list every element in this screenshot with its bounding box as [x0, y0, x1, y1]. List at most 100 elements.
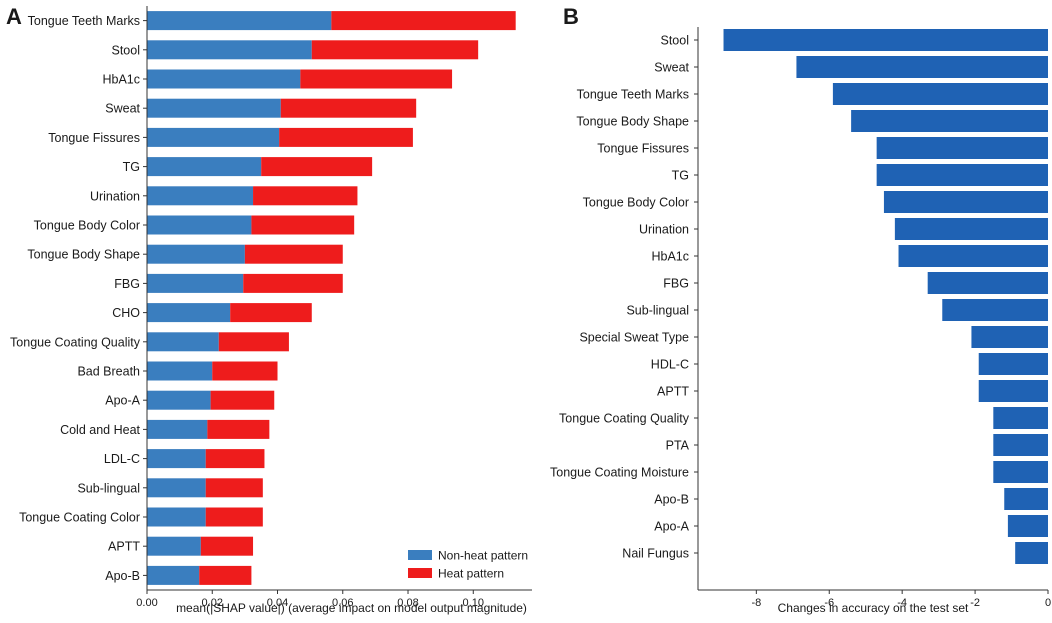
bar-heat [244, 244, 343, 264]
y-tick-label: Sub-lingual [626, 304, 689, 318]
legend-label: Heat pattern [438, 567, 504, 581]
panel-a-label: A [6, 4, 22, 29]
y-tick-label: HbA1c [651, 250, 689, 264]
y-tick-label: APTT [108, 540, 140, 554]
bar-accuracy-change [898, 245, 1048, 267]
x-tick-label: 0.00 [136, 597, 157, 609]
shap-importance-chart: Tongue Teeth Marks Stool HbA1c Sweat Tongue … [10, 6, 532, 615]
y-tick-label: TG [672, 169, 689, 183]
bar-non-heat [147, 273, 244, 293]
bar-non-heat [147, 127, 280, 147]
x-axis-label: mean(|SHAP value|) (average impact on mo… [176, 601, 527, 615]
y-tick-label: Stool [112, 43, 141, 57]
y-tick-label: Cold and Heat [60, 423, 140, 437]
y-tick-label: Tongue Coating Color [19, 511, 140, 525]
bar-non-heat [147, 332, 219, 352]
bar-non-heat [147, 507, 206, 527]
y-tick-label: Tongue Body Shape [576, 115, 689, 129]
x-tick-label: 0.06 [332, 597, 353, 609]
bar-heat [261, 157, 373, 177]
bar-accuracy-change [993, 407, 1048, 429]
bar-accuracy-change [1004, 488, 1048, 510]
bar-accuracy-change [942, 299, 1048, 321]
bar-heat [311, 40, 479, 60]
x-tick-label: -8 [751, 597, 761, 609]
bar-accuracy-change [796, 56, 1048, 78]
legend-label: Non-heat pattern [438, 549, 528, 563]
bar-heat [210, 390, 275, 410]
bar-heat [205, 507, 263, 527]
y-tick-label: Tongue Fissures [48, 131, 140, 145]
bar-accuracy-change [978, 353, 1048, 375]
bar-accuracy-change [993, 461, 1048, 483]
bar-heat [230, 303, 312, 323]
y-tick-label: LDL-C [104, 452, 140, 466]
bar-heat [200, 536, 254, 556]
x-tick-label: 0.02 [202, 597, 223, 609]
bar-accuracy-change [894, 218, 1048, 240]
bar-heat [207, 419, 270, 439]
bar-non-heat [147, 11, 332, 31]
y-tick-label: Tongue Coating Quality [10, 335, 141, 349]
bar-non-heat [147, 419, 208, 439]
bar-heat [253, 186, 358, 206]
bar-non-heat [147, 449, 206, 469]
bar-heat [205, 478, 263, 498]
legend-swatch-heat [408, 568, 432, 578]
y-tick-label: HDL-C [651, 358, 689, 372]
bar-accuracy-change [971, 326, 1048, 348]
y-tick-label: Nail Fungus [622, 547, 689, 561]
x-tick-label: 0.08 [397, 597, 418, 609]
y-tick-label: Tongue Body Color [583, 196, 689, 210]
y-tick-label: Special Sweat Type [579, 331, 689, 345]
bar-heat [251, 215, 355, 235]
y-tick-label: Sweat [654, 61, 689, 75]
bar-accuracy-change [978, 380, 1048, 402]
bar-non-heat [147, 186, 254, 206]
bar-heat [331, 11, 516, 31]
y-tick-label: Tongue Coating Quality [559, 412, 690, 426]
bar-non-heat [147, 361, 213, 381]
bar-accuracy-change [723, 29, 1048, 51]
y-tick-label: Stool [661, 34, 690, 48]
panel-b-label: B [563, 4, 579, 29]
y-tick-label: Urination [639, 223, 689, 237]
x-tick-label: -4 [897, 597, 907, 609]
x-axis-label: Changes in accuracy on the test set [778, 601, 969, 615]
y-tick-label: Apo-B [105, 569, 140, 583]
bar-non-heat [147, 478, 206, 498]
y-tick-label: CHO [112, 306, 140, 320]
y-tick-label: Bad Breath [77, 365, 140, 379]
bar-non-heat [147, 536, 201, 556]
y-tick-label: Urination [90, 189, 140, 203]
bar-heat [300, 69, 453, 89]
bar-non-heat [147, 69, 301, 89]
bar-accuracy-change [883, 191, 1048, 213]
bar-non-heat [147, 40, 312, 60]
bar-heat [212, 361, 278, 381]
y-tick-label: Tongue Body Shape [27, 248, 140, 262]
y-tick-label: Apo-A [654, 520, 689, 534]
x-tick-label: -6 [824, 597, 834, 609]
y-tick-label: PTA [666, 439, 690, 453]
y-tick-label: Tongue Teeth Marks [577, 88, 689, 102]
x-tick-label: 0 [1045, 597, 1051, 609]
bar-heat [218, 332, 289, 352]
bar-accuracy-change [851, 110, 1048, 132]
x-tick-label: -2 [970, 597, 980, 609]
y-tick-label: APTT [657, 385, 689, 399]
y-tick-label: Tongue Coating Moisture [550, 466, 689, 480]
bar-heat [279, 127, 413, 147]
accuracy-change-chart: Stool Sweat Tongue Teeth Marks Tongue Body … [550, 27, 1051, 615]
bar-accuracy-change [876, 137, 1048, 159]
bar-heat [243, 273, 343, 293]
y-tick-label: FBG [663, 277, 689, 291]
bar-accuracy-change [1007, 515, 1048, 537]
bar-non-heat [147, 565, 200, 585]
bar-non-heat [147, 303, 231, 323]
y-tick-label: TG [123, 160, 140, 174]
bar-non-heat [147, 215, 252, 235]
y-tick-label: FBG [114, 277, 140, 291]
bar-accuracy-change [1015, 542, 1048, 564]
